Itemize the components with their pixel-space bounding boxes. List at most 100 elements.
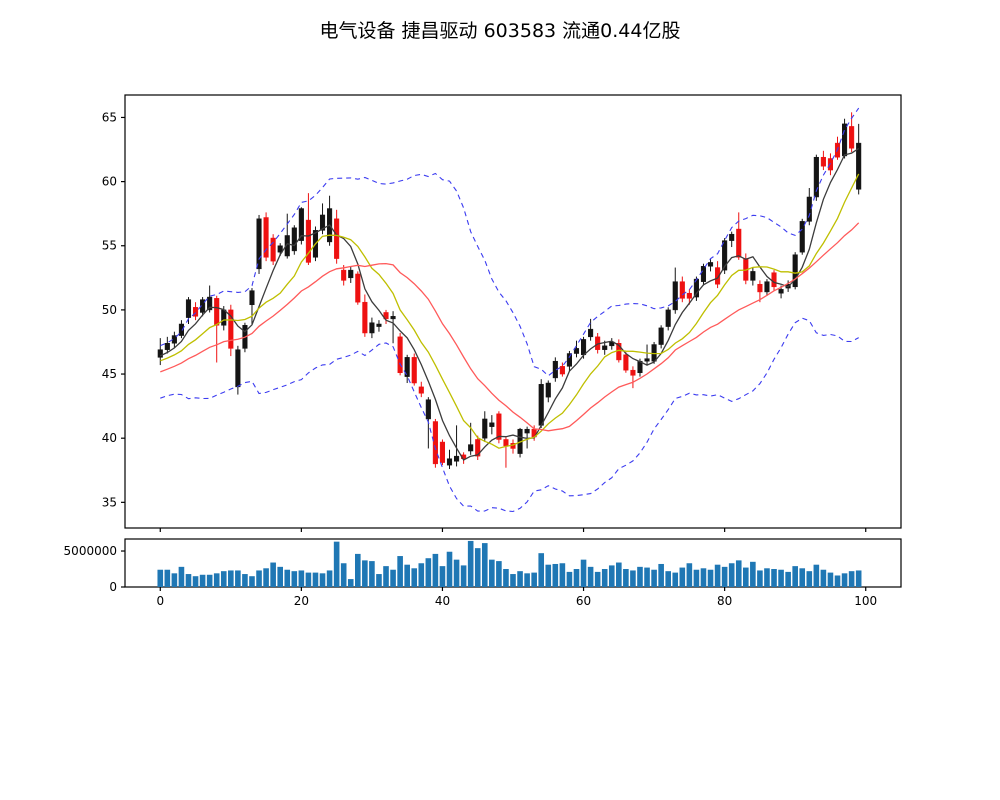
volume-bar (587, 566, 594, 587)
volume-bar (185, 574, 192, 587)
candle-body (221, 309, 227, 326)
volume-bar (841, 573, 848, 587)
volume-bar (376, 574, 382, 587)
volume-bar (312, 572, 319, 587)
candle-body (524, 428, 530, 434)
volume-x-tick-label: 20 (294, 594, 309, 608)
bollinger-upper-line (160, 107, 860, 377)
volume-bar (206, 574, 213, 587)
candle-body (566, 353, 572, 367)
volume-bar (178, 566, 185, 587)
volume-y-tick-label: 0 (109, 580, 117, 594)
volume-y-ticks: 0 5000000 (64, 544, 125, 594)
candle-body (778, 289, 784, 294)
candle-body (644, 358, 650, 362)
candle-body (277, 245, 283, 253)
volume-bar (559, 563, 566, 587)
price-axes-frame (124, 94, 902, 529)
volume-bar (347, 579, 354, 587)
volume-bar (460, 565, 467, 587)
volume-bar (848, 571, 855, 587)
price-y-tick-label: 60 (102, 175, 117, 189)
volume-bar (672, 572, 679, 587)
volume-bar (270, 562, 276, 587)
candle-body (348, 269, 354, 279)
price-y-ticks: 35 40 45 50 55 60 65 (102, 110, 125, 509)
volume-bar (277, 566, 283, 587)
volume-bar (792, 566, 798, 587)
volume-bar (799, 568, 806, 587)
volume-bar (397, 556, 403, 587)
volume-bar (390, 569, 396, 587)
volume-bar (411, 568, 418, 587)
volume-x-tick-label: 100 (854, 594, 877, 608)
volume-bar (453, 559, 460, 587)
candle-body (383, 312, 389, 320)
candle-body (658, 327, 664, 345)
candle-body (432, 421, 438, 465)
candle-body (538, 384, 544, 426)
bollinger-lower-line (160, 317, 859, 513)
candle-body (475, 439, 481, 457)
volume-bar (855, 570, 862, 587)
volume-bar (192, 576, 199, 587)
volume-bar (693, 569, 700, 587)
volume-bar (298, 570, 305, 587)
candle-body (750, 271, 756, 281)
candle-body (376, 323, 382, 327)
volume-bar (538, 553, 545, 587)
volume-bar (834, 575, 841, 587)
volume-bar (213, 573, 220, 587)
volume-bar (503, 569, 509, 587)
volume-bar (573, 569, 580, 587)
volume-bar (630, 570, 636, 587)
volume-bar (291, 571, 298, 587)
volume-bar (496, 561, 502, 587)
volume-bar (171, 573, 178, 587)
candle-body (355, 273, 361, 303)
ma10-line (160, 173, 860, 449)
candle-body (207, 296, 213, 311)
volume-x-tick-label: 60 (576, 594, 591, 608)
candle-body (482, 418, 488, 439)
ma20-line (160, 222, 860, 432)
candle-body (630, 369, 636, 376)
candle-body (178, 323, 184, 336)
volume-bar (242, 574, 248, 587)
volume-bar (446, 551, 453, 587)
volume-bar (827, 572, 834, 587)
candle-body (404, 357, 410, 377)
volume-bar (263, 568, 269, 587)
price-x-ticks (159, 528, 867, 532)
volume-bar (517, 571, 523, 587)
candle-body (602, 345, 608, 350)
volume-bar (164, 569, 171, 587)
price-y-tick-label: 65 (102, 110, 117, 124)
candle-body (446, 458, 453, 466)
candle-body (468, 444, 474, 452)
candle-body (842, 123, 848, 157)
volume-bar (735, 560, 742, 587)
chart-title: 电气设备 捷昌驱动 603583 流通0.44亿股 (320, 20, 681, 42)
candle-body (298, 208, 304, 241)
volume-bar (369, 561, 375, 587)
volume-x-tick-label: 80 (717, 594, 732, 608)
candle-body (736, 228, 742, 258)
volume-bar (425, 558, 432, 587)
volume-bar (623, 569, 629, 587)
candle-body (489, 422, 495, 427)
volume-bar (806, 571, 813, 587)
volume-bar (228, 570, 234, 587)
candle-body (588, 328, 594, 338)
volume-bar (686, 563, 693, 587)
volume-bar (658, 563, 664, 587)
volume-y-tick-label: 5000000 (64, 544, 117, 558)
candle-body (185, 299, 192, 318)
volume-x-ticks: 0 20 40 60 80 100 (156, 587, 877, 608)
ma5-line (160, 147, 860, 461)
candle-body (545, 382, 551, 398)
candle-body (665, 309, 671, 327)
candle-body (700, 266, 707, 282)
candle-body (764, 281, 770, 293)
